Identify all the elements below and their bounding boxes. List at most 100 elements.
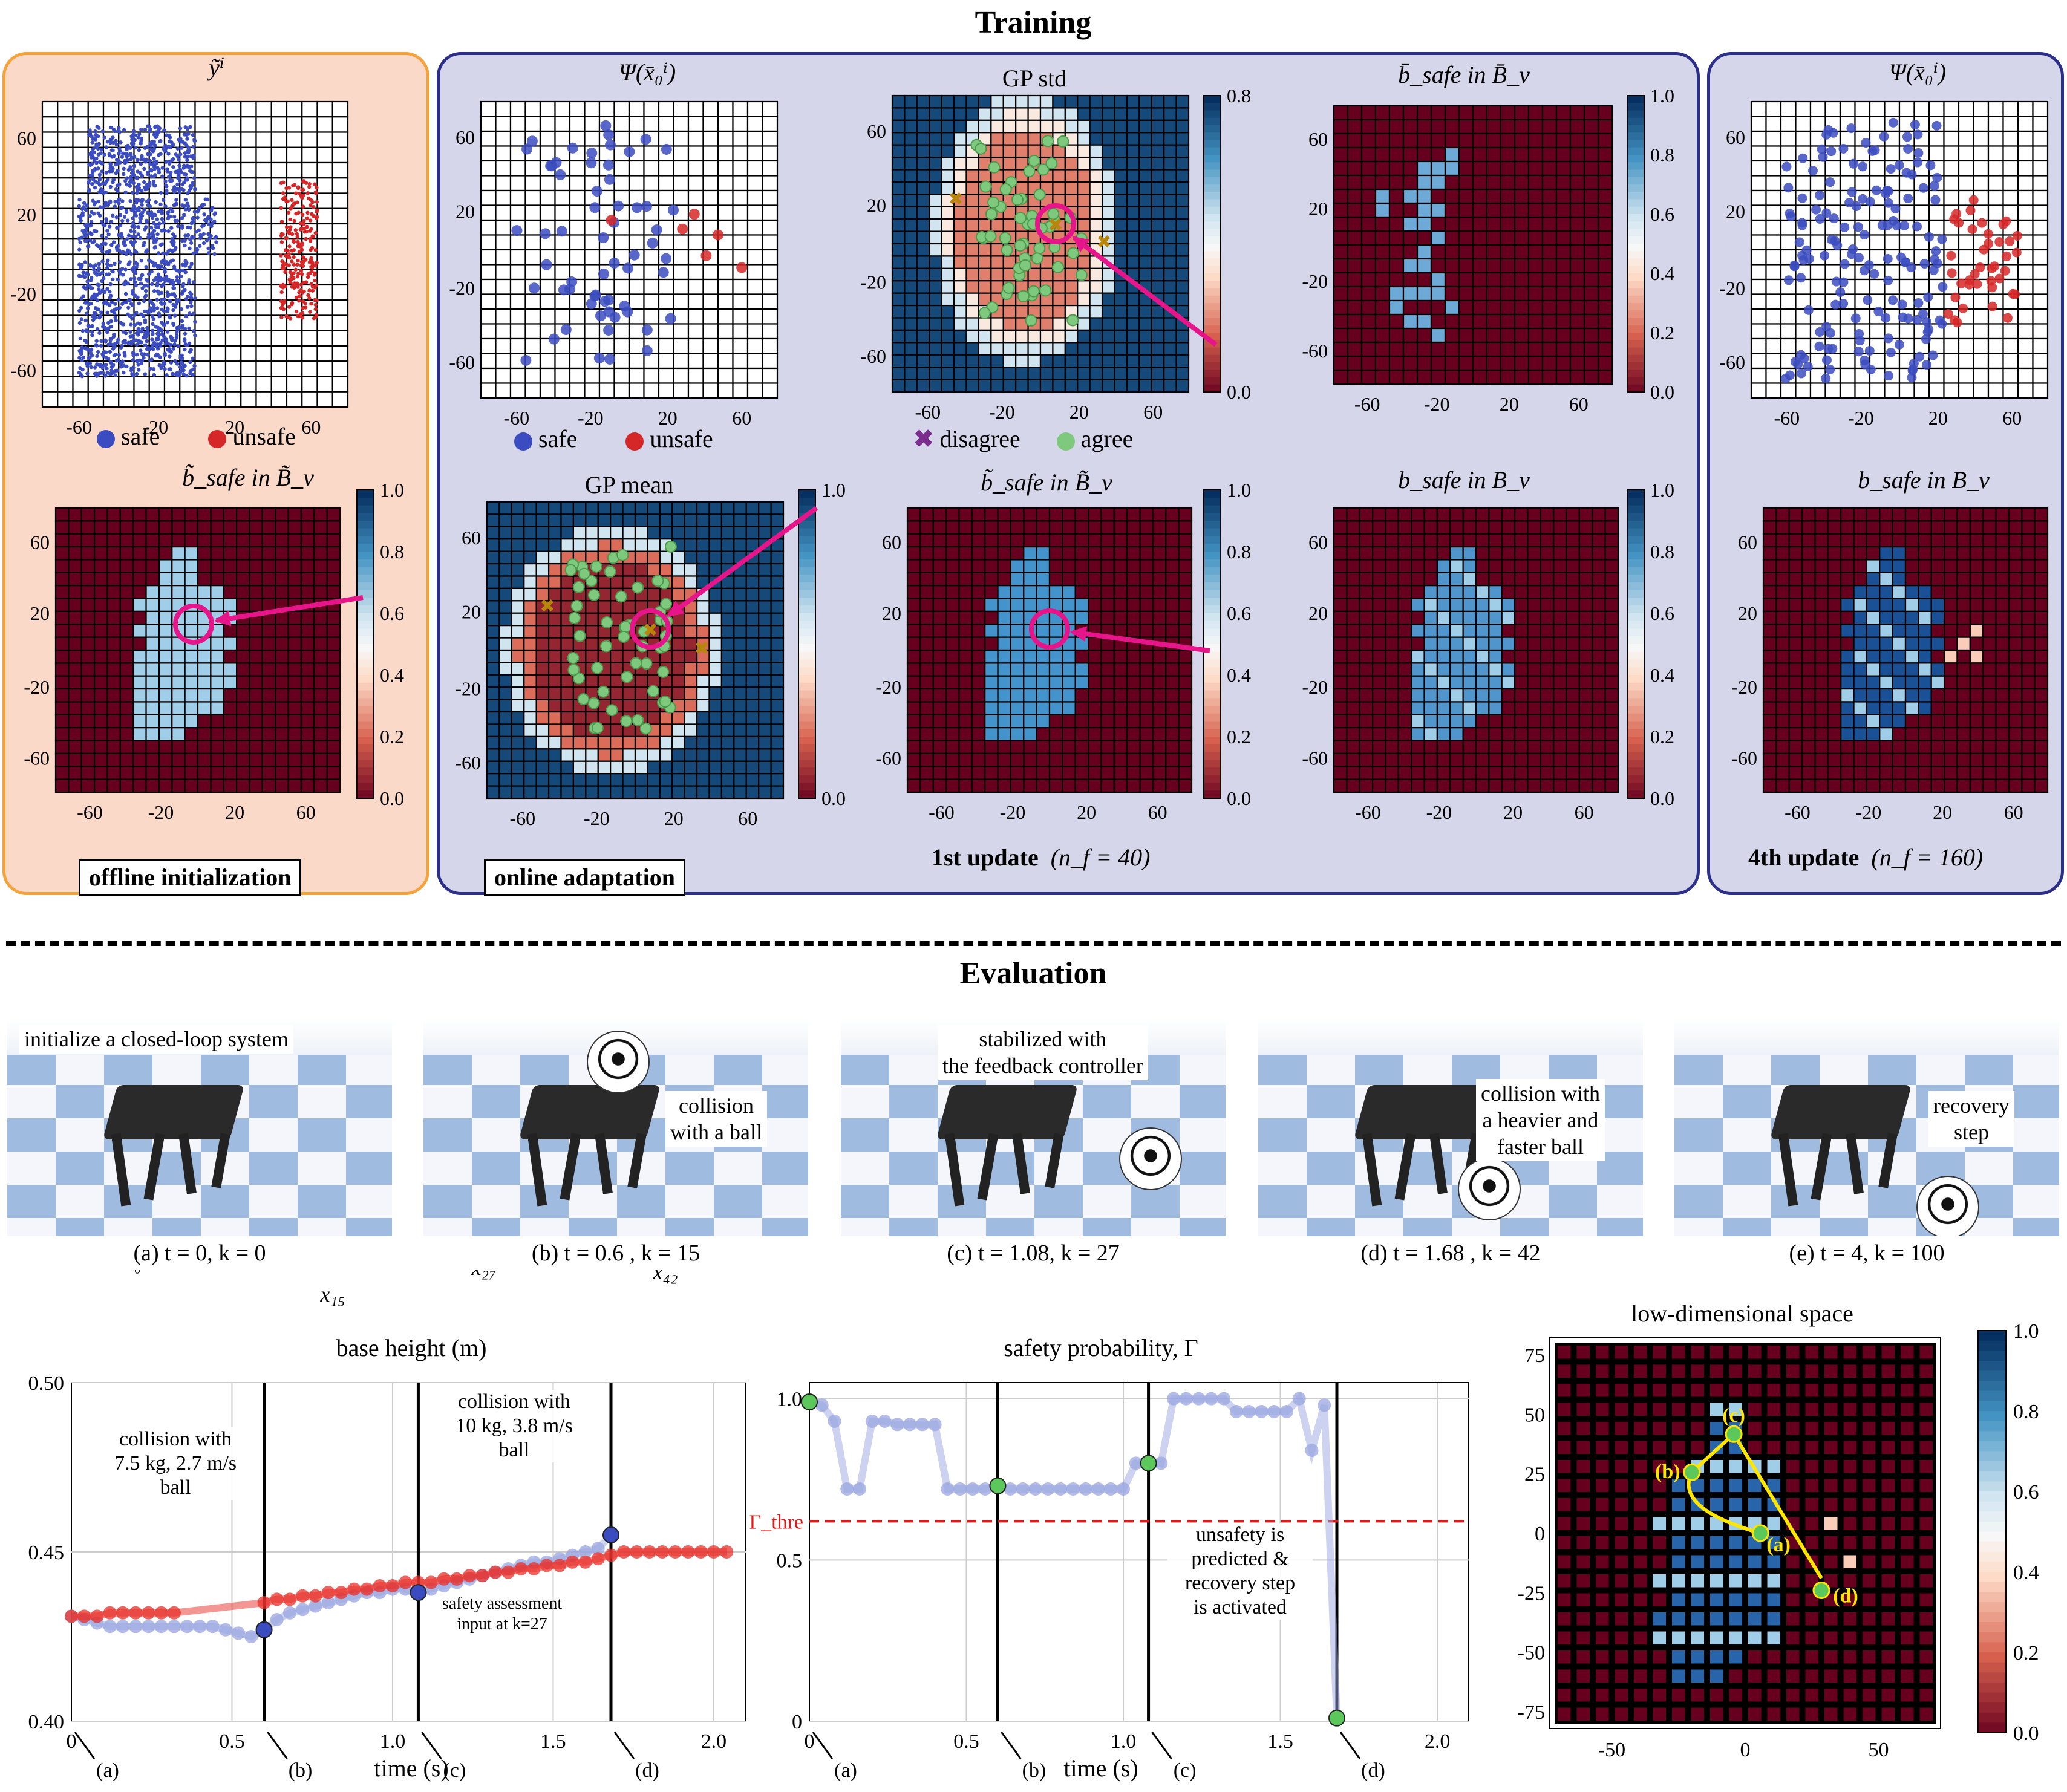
- gp-mean-cell: [535, 562, 550, 577]
- psi-online-cell: [480, 145, 497, 162]
- b-tilde-offline-cell: [145, 546, 160, 561]
- gp-mean-cell: [523, 674, 537, 688]
- safe-point: [113, 315, 117, 320]
- safe-point: [180, 203, 184, 207]
- unsafe-point: [315, 261, 319, 265]
- b-tilde-offline-cell: [54, 701, 70, 715]
- safe-point: [132, 230, 137, 234]
- b-bar-plot-cell: [1333, 313, 1349, 330]
- b-bar-plot-cell: [1458, 341, 1474, 357]
- b-tilde-offline-cell: [223, 701, 238, 715]
- b-tilde-offline-cell: [171, 714, 186, 729]
- gp-mean-cell: [486, 575, 500, 590]
- safe-point: [155, 284, 160, 288]
- b-tilde-offline-cell: [261, 662, 276, 677]
- b-tilde-offline-cell: [249, 520, 263, 535]
- psi-online-cell: [539, 353, 556, 370]
- psi-online-cell: [702, 130, 719, 147]
- b-tilde-offline-cell: [171, 559, 186, 573]
- unsafe-point: [288, 316, 293, 321]
- y-tilde-plot-cell: [316, 330, 333, 347]
- unsafe-point: [296, 258, 300, 263]
- b-bar-plot-cell: [1583, 244, 1599, 260]
- y-tilde-plot-cell: [41, 161, 59, 179]
- b-bar-plot-cell: [1583, 285, 1599, 302]
- b-bar-plot-cell: [1402, 216, 1419, 232]
- safe-point: [130, 224, 134, 229]
- safe-point: [132, 276, 137, 281]
- gp-mean-cell: [770, 575, 785, 590]
- safe-point: [150, 314, 155, 318]
- y-tilde-plot-cell: [331, 253, 349, 270]
- b-tilde-offline-cell: [313, 649, 328, 664]
- safe-point: [157, 221, 162, 226]
- psi-online-cell: [673, 175, 690, 192]
- psi-online-cell: [732, 145, 749, 162]
- gp-mean-cell: [585, 612, 599, 627]
- y-tilde-plot-cell: [179, 100, 196, 118]
- gp-std-cell: [891, 94, 906, 109]
- safe-point: [191, 367, 195, 372]
- safe-point: [143, 227, 147, 232]
- safe-point: [146, 232, 151, 237]
- safe-point: [107, 224, 112, 229]
- gp-std-cell: [1039, 94, 1054, 109]
- safe-point: [137, 186, 141, 190]
- gp-std-cell: [1126, 379, 1140, 393]
- cbar-mean-seg: [798, 790, 815, 799]
- cbar-std-seg: [1204, 147, 1221, 155]
- gp-mean-cell: [585, 735, 599, 750]
- y-tilde-plot-cell: [87, 391, 105, 408]
- b-bar-plot-cell: [1472, 160, 1488, 177]
- gp-mean-cell: [498, 526, 512, 540]
- gp-std-cell: [929, 194, 942, 207]
- safe-point: [113, 302, 117, 306]
- b-bar-plot-cell: [1416, 160, 1432, 177]
- b-bar-plot-cell: [1416, 272, 1432, 288]
- safe-point: [102, 135, 106, 140]
- b-tilde-offline-cell: [210, 533, 224, 548]
- gp-std-cell: [1138, 379, 1152, 393]
- gp-mean-cell: [708, 674, 723, 688]
- y-tilde-plot-cell: [255, 391, 272, 408]
- gp-mean-cell: [535, 735, 550, 750]
- b-bar-plot-cell: [1569, 369, 1585, 385]
- b-tilde-offline-cell: [158, 701, 173, 715]
- y-tilde-plot-cell: [224, 161, 242, 179]
- psi-online-cell: [746, 234, 763, 251]
- b-bar-plot-cell: [1347, 174, 1363, 191]
- b-tilde-offline-cell: [300, 520, 315, 535]
- safe-point: [113, 204, 117, 209]
- gp-mean-cell: [560, 575, 575, 590]
- y-tilde-plot-cell: [301, 391, 318, 408]
- cbar-bbar-tick: 0.8: [1650, 144, 1674, 166]
- gp-mean-cell: [634, 501, 648, 515]
- psi-online-cell: [539, 130, 556, 147]
- unsafe-point: [309, 203, 313, 207]
- agree-point: [1014, 239, 1027, 252]
- b-bar-plot-cell: [1486, 216, 1502, 232]
- unsafe-point: [307, 196, 311, 201]
- b-tilde-offline-cell: [300, 740, 315, 755]
- b-bar-plot-cell: [1360, 119, 1377, 135]
- y-tilde-plot-cell: [255, 192, 272, 209]
- safe-point: [104, 180, 109, 184]
- b-bar-plot-cell: [1541, 355, 1558, 371]
- unsafe-point: [280, 259, 284, 264]
- cbar-bbar-tick: 0.2: [1650, 322, 1674, 344]
- cbar-mean-seg: [798, 559, 815, 568]
- safe-point: [165, 309, 170, 313]
- gp-mean-cell: [498, 625, 512, 639]
- cbar-offline-seg: [357, 636, 374, 645]
- b-bar-plot-cell: [1416, 202, 1432, 218]
- safe-point: [119, 206, 123, 210]
- gp-mean-cell: [622, 748, 636, 762]
- gp-std-cell: [1163, 230, 1177, 245]
- b-bar-plot-cell: [1347, 105, 1363, 121]
- gp-std-cell: [1089, 218, 1103, 232]
- gp-std-cell: [990, 218, 1004, 232]
- b-tilde-online-cell: [932, 701, 947, 715]
- b-bar-plot-cell: [1472, 258, 1488, 274]
- psi-online-cell: [746, 308, 763, 325]
- y-tilde-plot-cell: [118, 391, 135, 408]
